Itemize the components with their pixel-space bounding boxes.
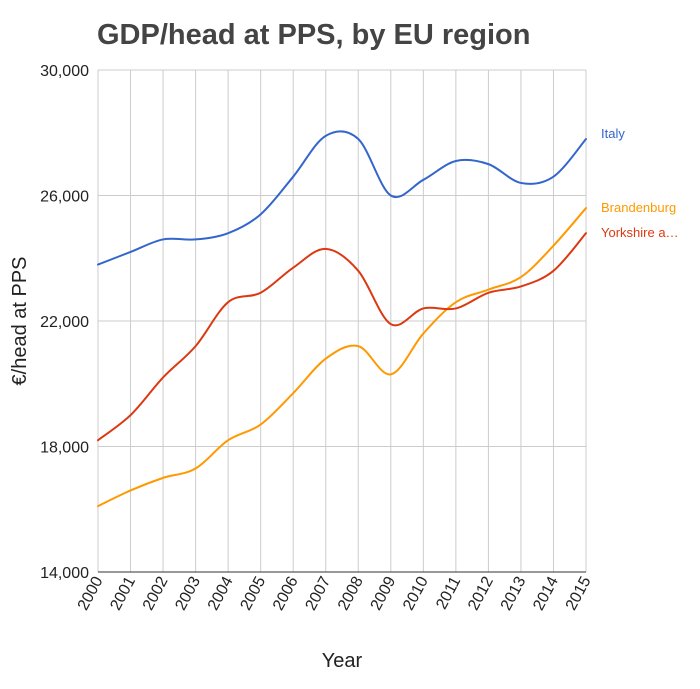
x-axis-title: Year xyxy=(322,650,363,672)
x-tick-label: 2009 xyxy=(368,574,400,613)
y-tick-label: 14,000 xyxy=(40,565,89,582)
x-tick-label: 2015 xyxy=(563,574,595,613)
y-tick-label: 22,000 xyxy=(40,314,89,331)
x-tick-label: 2005 xyxy=(237,574,269,613)
x-tick-label: 2003 xyxy=(172,574,204,613)
legend-label-yorkshire-a: Yorkshire a… xyxy=(601,225,679,240)
x-tick-label: 2006 xyxy=(270,574,302,613)
y-tick-label: 30,000 xyxy=(40,63,89,80)
x-tick-label: 2007 xyxy=(303,574,335,613)
x-axis-ticks: 2000 2001 2002 2003 2004 2005 2006 2007 2008 2009… xyxy=(75,574,595,613)
y-tick-label: 26,000 xyxy=(40,189,89,206)
x-tick-label: 2001 xyxy=(107,574,139,613)
series-lines xyxy=(97,130,587,508)
x-tick-label: 2011 xyxy=(433,574,464,612)
grid xyxy=(97,69,587,573)
y-axis-title: €/head at PPS xyxy=(9,257,31,386)
x-tick-label: 2013 xyxy=(498,574,530,613)
x-tick-label: 2014 xyxy=(530,574,562,613)
x-tick-label: 2012 xyxy=(465,574,497,613)
series-line-yorkshire-a xyxy=(97,232,587,442)
series-line-brandenburg xyxy=(97,207,587,508)
x-tick-label: 2004 xyxy=(205,574,237,613)
y-tick-label: 18,000 xyxy=(40,440,89,457)
legend-label-brandenburg: Brandenburg xyxy=(601,200,676,215)
x-tick-label: 2010 xyxy=(400,574,432,613)
x-tick-label: 2008 xyxy=(335,574,367,613)
x-tick-label: 2002 xyxy=(140,574,172,613)
chart-title: GDP/head at PPS, by EU region xyxy=(97,19,531,51)
legend-label-italy: Italy xyxy=(601,126,625,141)
y-axis-ticks: 14,000 18,000 22,000 26,000 30,000 xyxy=(40,63,89,582)
series-line-italy xyxy=(97,130,587,266)
legend: Italy Brandenburg Yorkshire a… xyxy=(601,126,679,240)
